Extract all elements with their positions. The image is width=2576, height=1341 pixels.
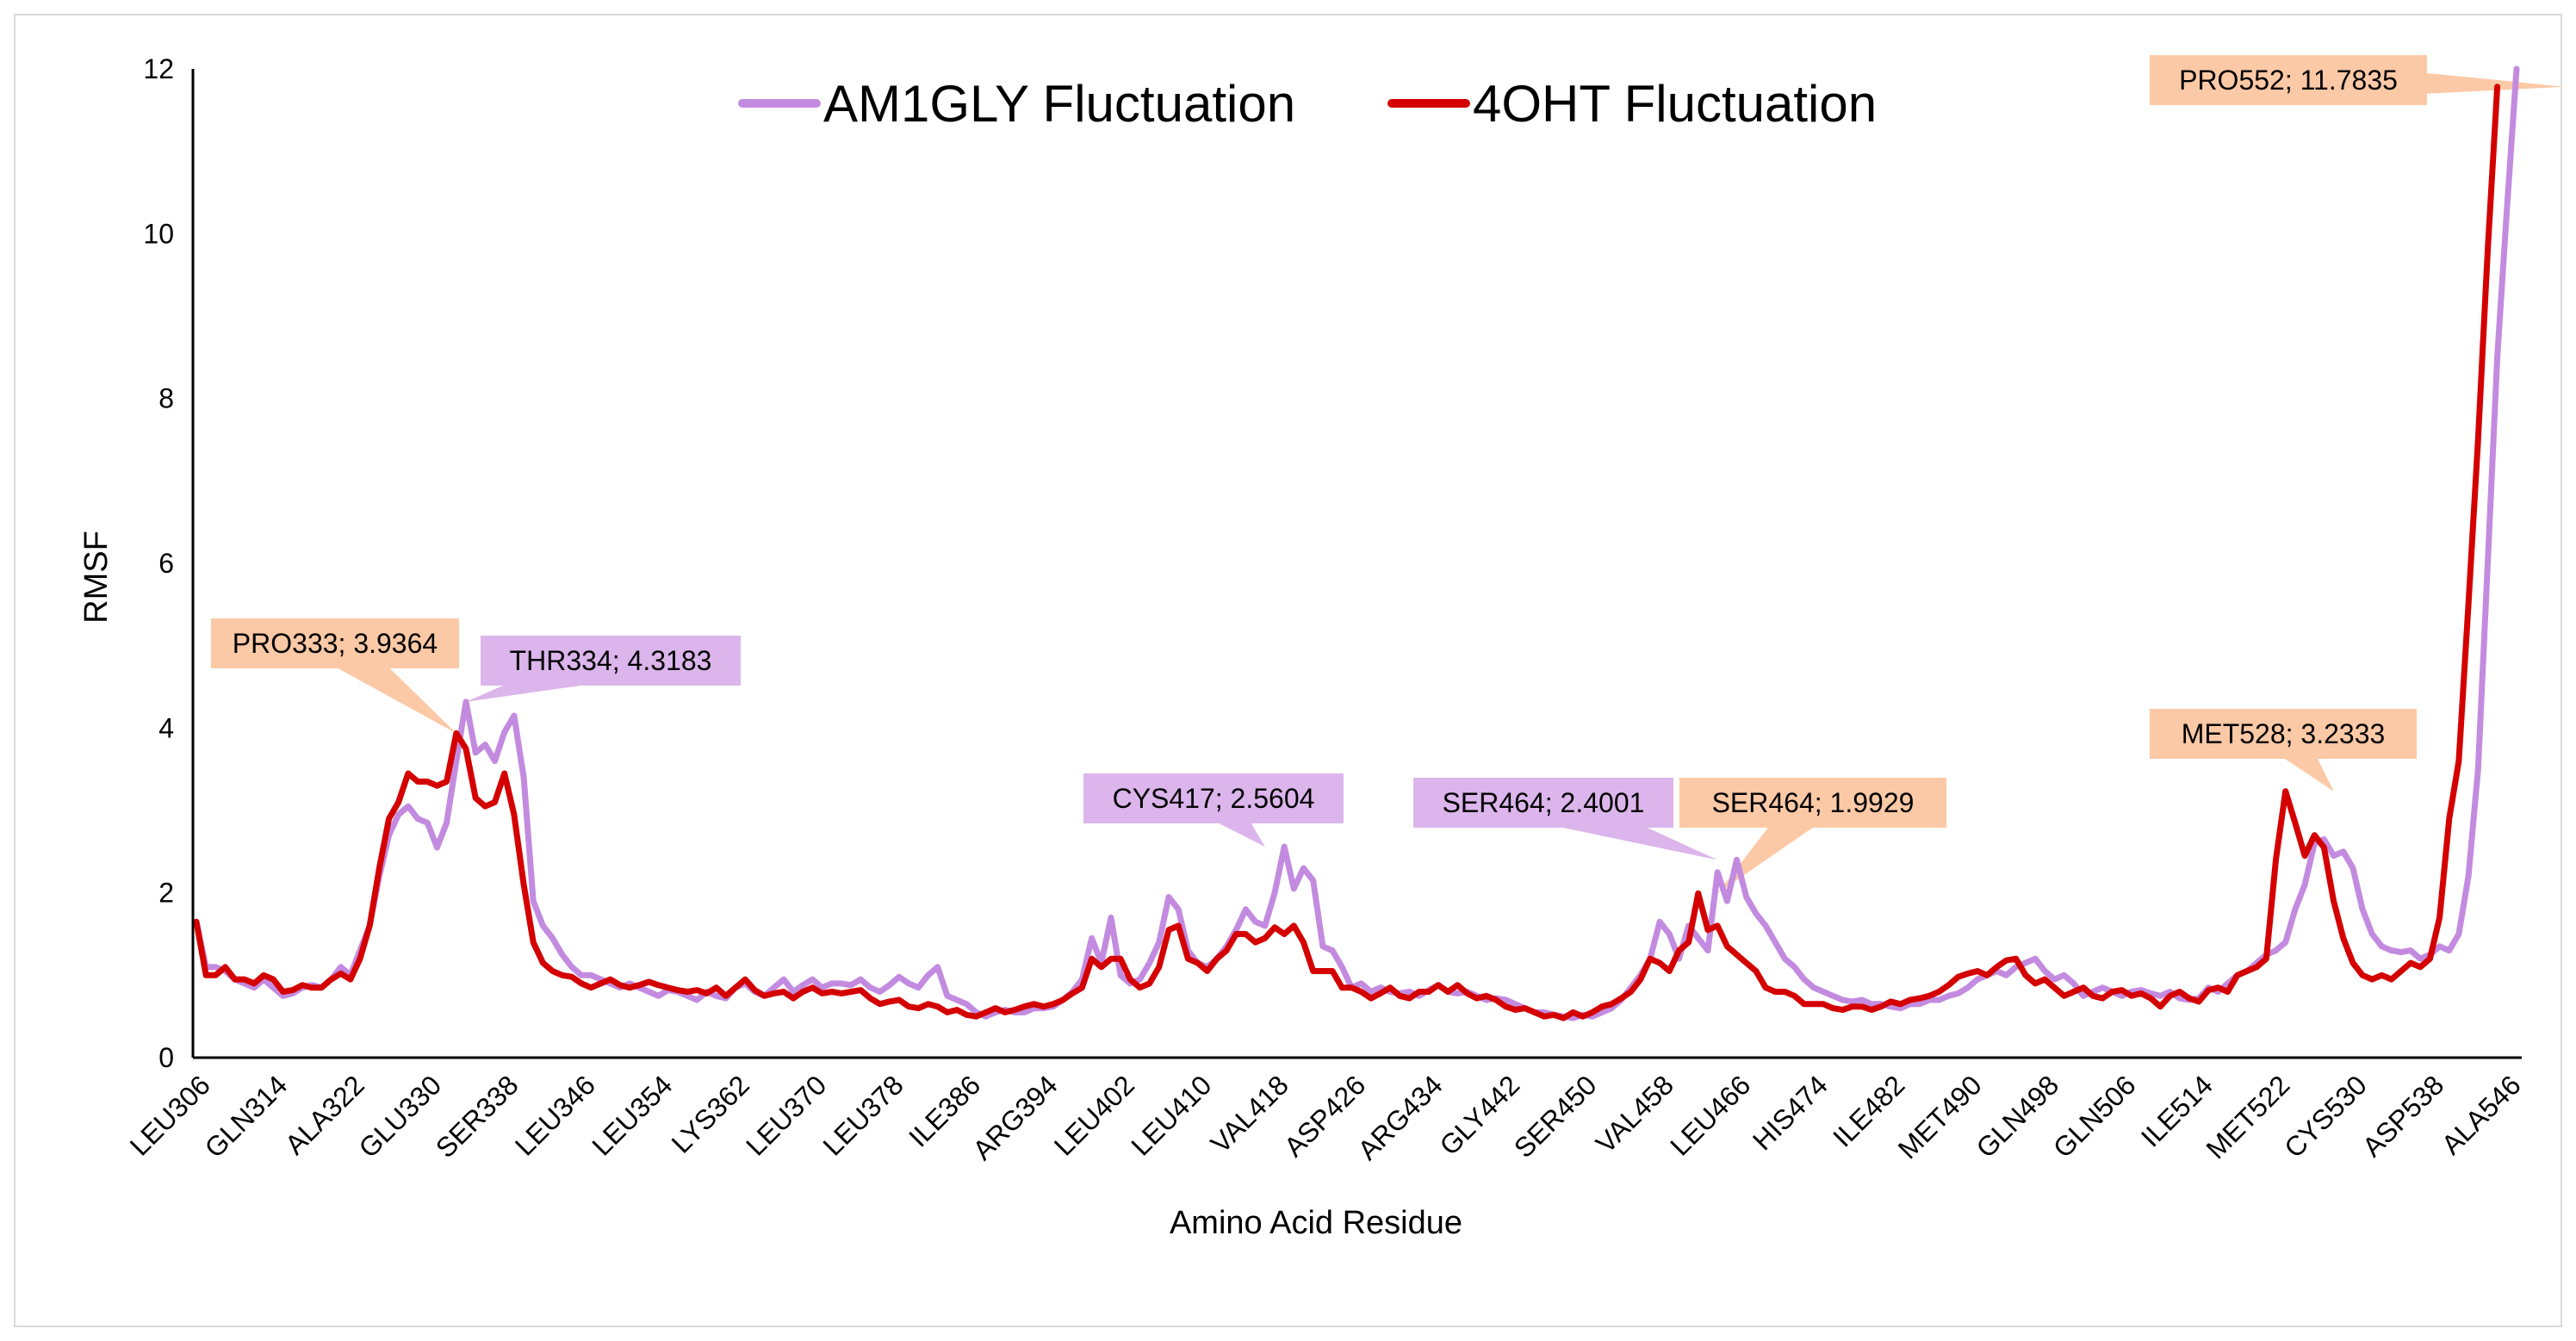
annotation-label: SER464; 1.9929	[1712, 787, 1915, 818]
y-tick-label: 12	[143, 53, 174, 84]
y-tick-label: 10	[143, 218, 174, 249]
annotation-box	[1083, 773, 1344, 823]
annotation-callout: CYS417; 2.5604	[1083, 773, 1344, 847]
annotation-callout: THR334; 4.3183	[466, 636, 741, 702]
y-tick-label: 0	[158, 1042, 174, 1073]
annotation-box	[211, 618, 459, 668]
legend: AM1GLY Fluctuation 4OHT Fluctuation	[738, 75, 1877, 133]
annotation-label: MET528; 3.2333	[2182, 718, 2386, 749]
series-layer	[193, 65, 2520, 1021]
y-tick-label: 4	[158, 712, 174, 743]
y-tick-label: 6	[158, 548, 174, 579]
y-axis-title: RMSF	[78, 531, 115, 624]
chart-frame	[14, 14, 2562, 1327]
annotation-callout: SER464; 1.9929	[1679, 778, 1946, 894]
annotation-label: THR334; 4.3183	[510, 645, 712, 676]
annotation-callout: PRO552; 11.7835	[2150, 55, 2565, 105]
annotation-label: SER464; 2.4001	[1443, 787, 1645, 818]
annotation-label: PRO333; 3.9364	[233, 628, 438, 659]
legend-label-4oht: 4OHT Fluctuation	[1473, 75, 1877, 133]
legend-label-am1gly: AM1GLY Fluctuation	[823, 75, 1295, 133]
annotation-box	[2150, 55, 2427, 105]
annotation-label: PRO552; 11.7835	[2179, 65, 2398, 96]
annotation-label: CYS417; 2.5604	[1113, 783, 1315, 814]
annotation-box	[1413, 778, 1673, 828]
annotation-callout: SER464; 2.4001	[1413, 778, 1718, 860]
annotation-box	[481, 636, 741, 686]
y-tick-labels: 0 2 4 6 8 10 12	[143, 53, 174, 1073]
annotation-callout: MET528; 3.2333	[2150, 709, 2417, 792]
y-tick-label: 2	[158, 878, 174, 909]
annotation-layer: PRO333; 3.9364 THR334; 4.3183 CYS417; 2.56…	[211, 55, 2565, 894]
annotation-box	[1679, 778, 1946, 828]
annotation-box	[2150, 709, 2417, 759]
y-tick-label: 8	[158, 383, 174, 414]
series-line-4oht	[193, 84, 2501, 1021]
annotation-callout: PRO333; 3.9364	[211, 618, 459, 734]
x-axis-title: Amino Acid Residue	[1170, 1205, 1462, 1241]
